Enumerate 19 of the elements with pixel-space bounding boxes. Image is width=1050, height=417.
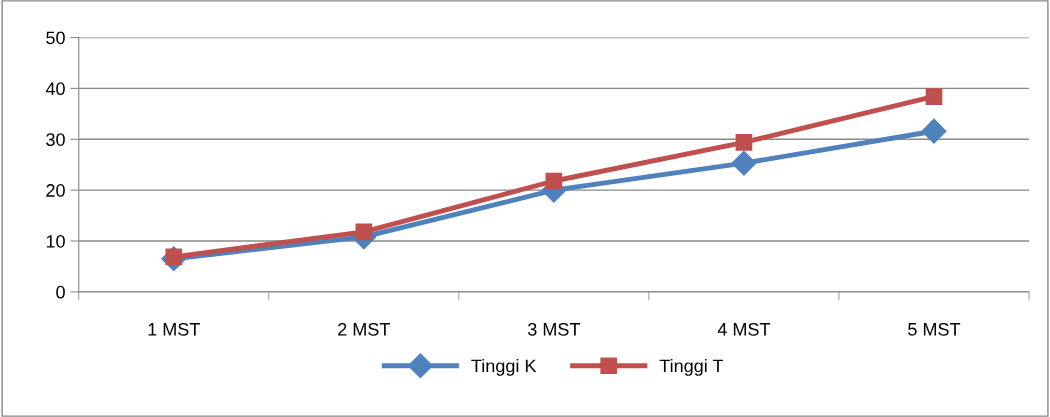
y-tick-label: 50 [46, 31, 65, 45]
x-tick-label: 1 MST [148, 322, 200, 336]
x-tick-label: 2 MST [338, 322, 390, 336]
y-tick-label: 40 [45, 82, 65, 96]
point [355, 223, 373, 241]
x-tick-label: 4 MST [717, 322, 771, 336]
point [731, 150, 757, 176]
y-tick-label: 20 [46, 184, 65, 197]
x-tick-label: 3 MST [527, 322, 581, 336]
legend-label: Tinggi T [659, 359, 724, 376]
point [545, 172, 563, 190]
y-tick-label: 30 [46, 133, 65, 146]
y-tick-label: 10 [46, 234, 65, 248]
legend-label: Tinggi K [471, 359, 537, 376]
point [925, 88, 943, 105]
y-tick-label: 0 [56, 285, 65, 299]
point [735, 133, 753, 151]
x-tick-label: 5 MST [908, 322, 961, 336]
point [921, 118, 947, 144]
